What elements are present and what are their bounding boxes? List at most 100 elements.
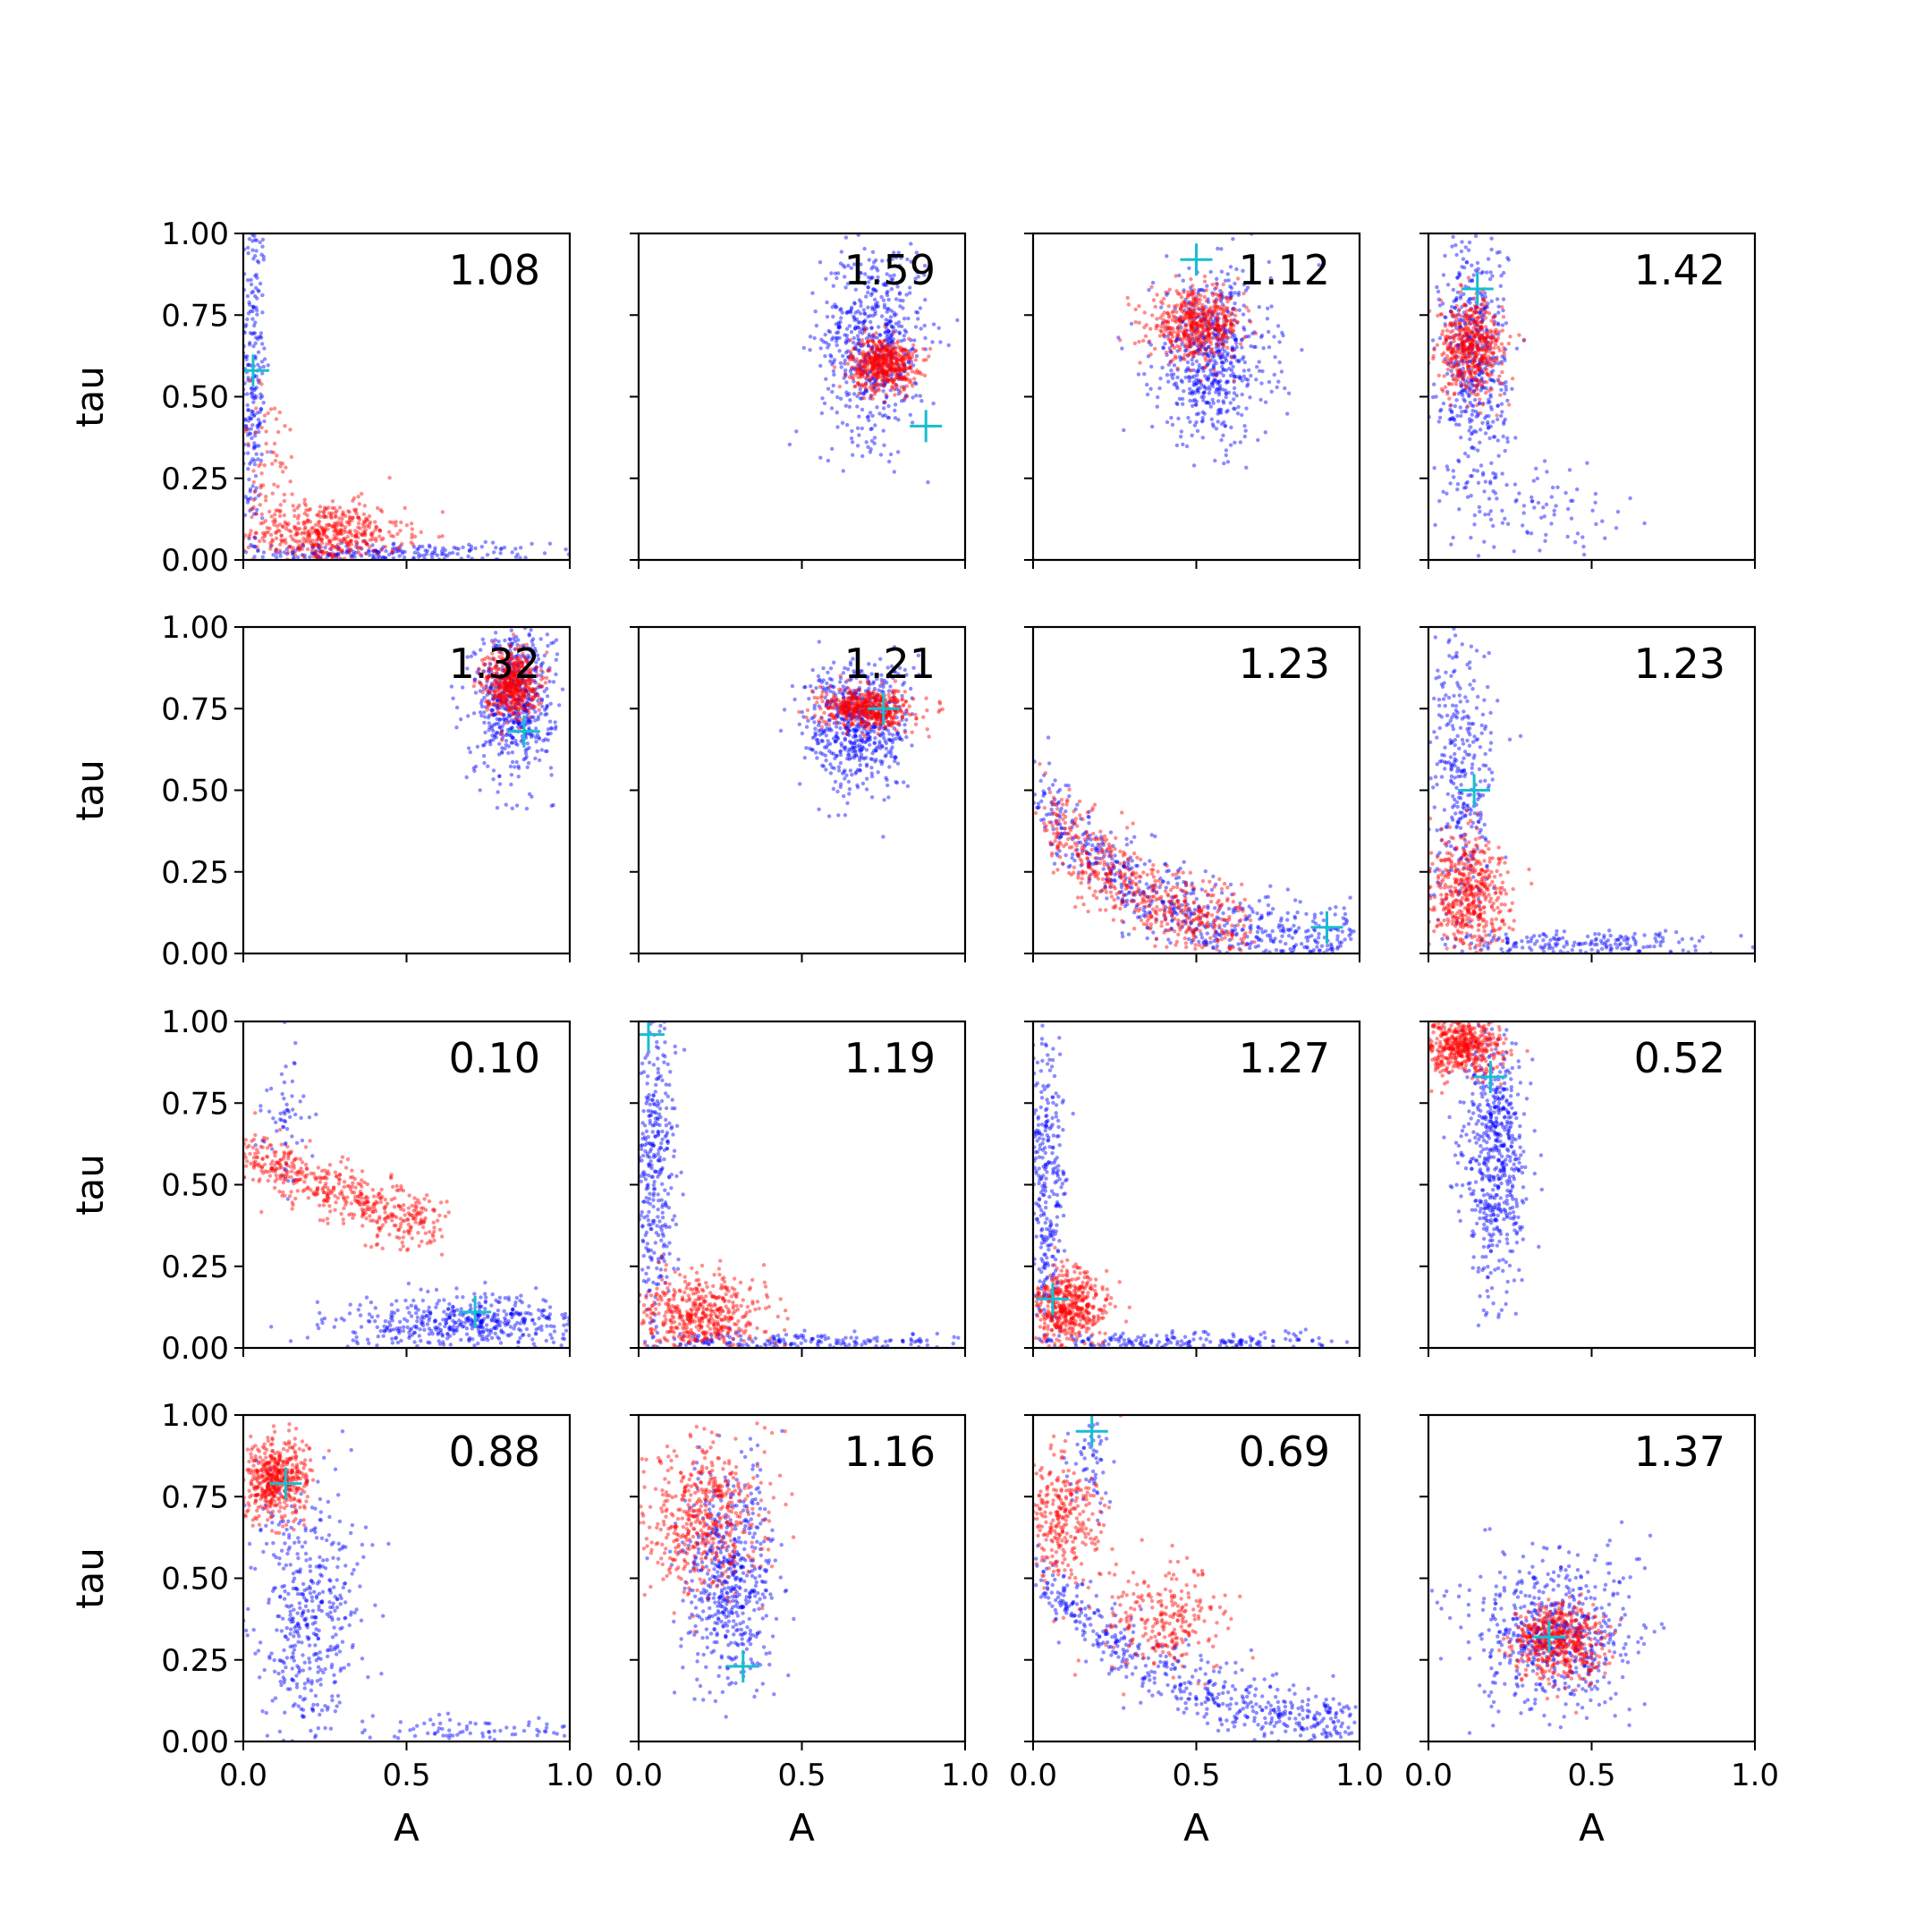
scatter-point-blue	[1460, 359, 1465, 363]
scatter-point-red	[1492, 322, 1496, 327]
scatter-point-red	[1461, 343, 1466, 347]
scatter-point-blue	[246, 378, 250, 383]
scatter-point-blue	[1470, 278, 1475, 283]
scatter-point-red	[1198, 323, 1202, 327]
scatter-point-blue	[872, 335, 877, 340]
scatter-point-blue	[513, 712, 518, 716]
scatter-point-red	[1228, 323, 1233, 327]
scatter-point-red	[262, 532, 267, 537]
scatter-point-red	[1230, 322, 1234, 327]
scatter-point-blue	[511, 679, 515, 683]
scatter-point-blue	[250, 411, 254, 417]
scatter-point-red	[1187, 344, 1192, 349]
scatter-point-red	[1460, 338, 1464, 343]
scatter-point-blue	[390, 551, 394, 555]
scatter-point-red	[1180, 309, 1184, 313]
scatter-point-blue	[1503, 417, 1508, 422]
scatter-point-blue	[529, 677, 533, 682]
scatter-point-blue	[492, 550, 496, 555]
scatter-point-red	[1174, 334, 1180, 338]
scatter-point-red	[1463, 318, 1468, 323]
scatter-point-red	[894, 372, 898, 377]
scatter-point-blue	[827, 330, 833, 335]
scatter-point-blue	[866, 343, 871, 348]
scatter-point-blue	[501, 716, 506, 721]
scatter-point-red	[515, 663, 520, 667]
scatter-point-red	[848, 337, 853, 343]
scatter-point-blue	[1231, 364, 1235, 369]
scatter-point-red	[363, 541, 368, 546]
scatter-point-blue	[509, 741, 514, 745]
scatter-point-blue	[494, 643, 498, 648]
scatter-point-blue	[1173, 306, 1178, 310]
scatter-point-blue	[512, 636, 516, 640]
scatter-point-blue	[1253, 344, 1258, 350]
scatter-point-blue	[1194, 412, 1199, 417]
scatter-point-blue	[884, 330, 888, 335]
scatter-point-red	[879, 369, 884, 375]
scatter-point-red	[870, 362, 876, 367]
scatter-point-red	[1199, 324, 1204, 329]
scatter-point-red	[1464, 360, 1470, 364]
scatter-point-red	[1211, 350, 1216, 354]
scatter-point-red	[1469, 315, 1473, 319]
scatter-point-blue	[1449, 417, 1453, 421]
scatter-point-blue	[551, 680, 556, 684]
scatter-point-red	[1461, 377, 1465, 381]
scatter-point-red	[900, 376, 905, 380]
scatter-point-red	[1464, 386, 1470, 391]
scatter-point-blue	[923, 335, 928, 341]
scatter-point-blue	[838, 261, 843, 266]
scatter-point-blue	[845, 349, 851, 353]
scatter-point-red	[904, 367, 909, 371]
scatter-point-red	[1191, 335, 1195, 340]
scatter-point-blue	[1549, 521, 1554, 526]
scatter-point-red	[270, 491, 275, 496]
scatter-point-red	[1485, 360, 1490, 365]
scatter-point-blue	[1191, 304, 1196, 309]
scatter-point-red	[1490, 340, 1495, 344]
scatter-point-blue	[266, 363, 270, 368]
scatter-point-blue	[1187, 266, 1191, 270]
scatter-point-blue	[246, 376, 250, 380]
scatter-point-red	[881, 356, 886, 361]
scatter-point-red	[272, 441, 277, 446]
scatter-point-blue	[1462, 375, 1466, 379]
scatter-point-blue	[1272, 335, 1276, 339]
scatter-point-blue	[247, 237, 252, 242]
scatter-point-red	[1242, 335, 1247, 340]
scatter-point-blue	[489, 639, 495, 643]
scatter-point-red	[1465, 346, 1470, 352]
scatter-point-blue	[875, 279, 879, 284]
scatter-point-blue	[517, 722, 521, 726]
scatter-point-red	[339, 520, 343, 525]
scatter-point-blue	[1228, 443, 1233, 447]
scatter-point-red	[487, 666, 492, 671]
scatter-point-red	[1133, 307, 1138, 312]
scatter-point-blue	[1266, 306, 1270, 310]
scatter-point-red	[1188, 315, 1192, 320]
scatter-point-blue	[888, 350, 894, 354]
scatter-point-red	[1208, 326, 1212, 332]
scatter-point-blue	[513, 555, 519, 559]
scatter-point-red	[1445, 392, 1450, 396]
scatter-point-blue	[885, 283, 889, 287]
scatter-point-red	[512, 675, 516, 680]
scatter-point-red	[1191, 290, 1195, 294]
scatter-point-blue	[274, 555, 279, 560]
scatter-point-red	[258, 503, 262, 507]
scatter-point-red	[855, 371, 860, 376]
scatter-point-red	[509, 676, 513, 681]
scatter-point-blue	[868, 450, 873, 454]
scatter-point-red	[1497, 374, 1502, 378]
scatter-point-blue	[1488, 270, 1493, 275]
scatter-point-blue	[889, 374, 894, 378]
scatter-point-red	[873, 383, 877, 388]
scatter-point-blue	[507, 663, 512, 667]
scatter-point-red	[1478, 359, 1482, 363]
scatter-point-blue	[872, 350, 877, 355]
scatter-point-blue	[252, 331, 258, 335]
scatter-point-blue	[243, 354, 248, 360]
scatter-point-blue	[517, 682, 521, 687]
scatter-point-blue	[890, 276, 895, 282]
